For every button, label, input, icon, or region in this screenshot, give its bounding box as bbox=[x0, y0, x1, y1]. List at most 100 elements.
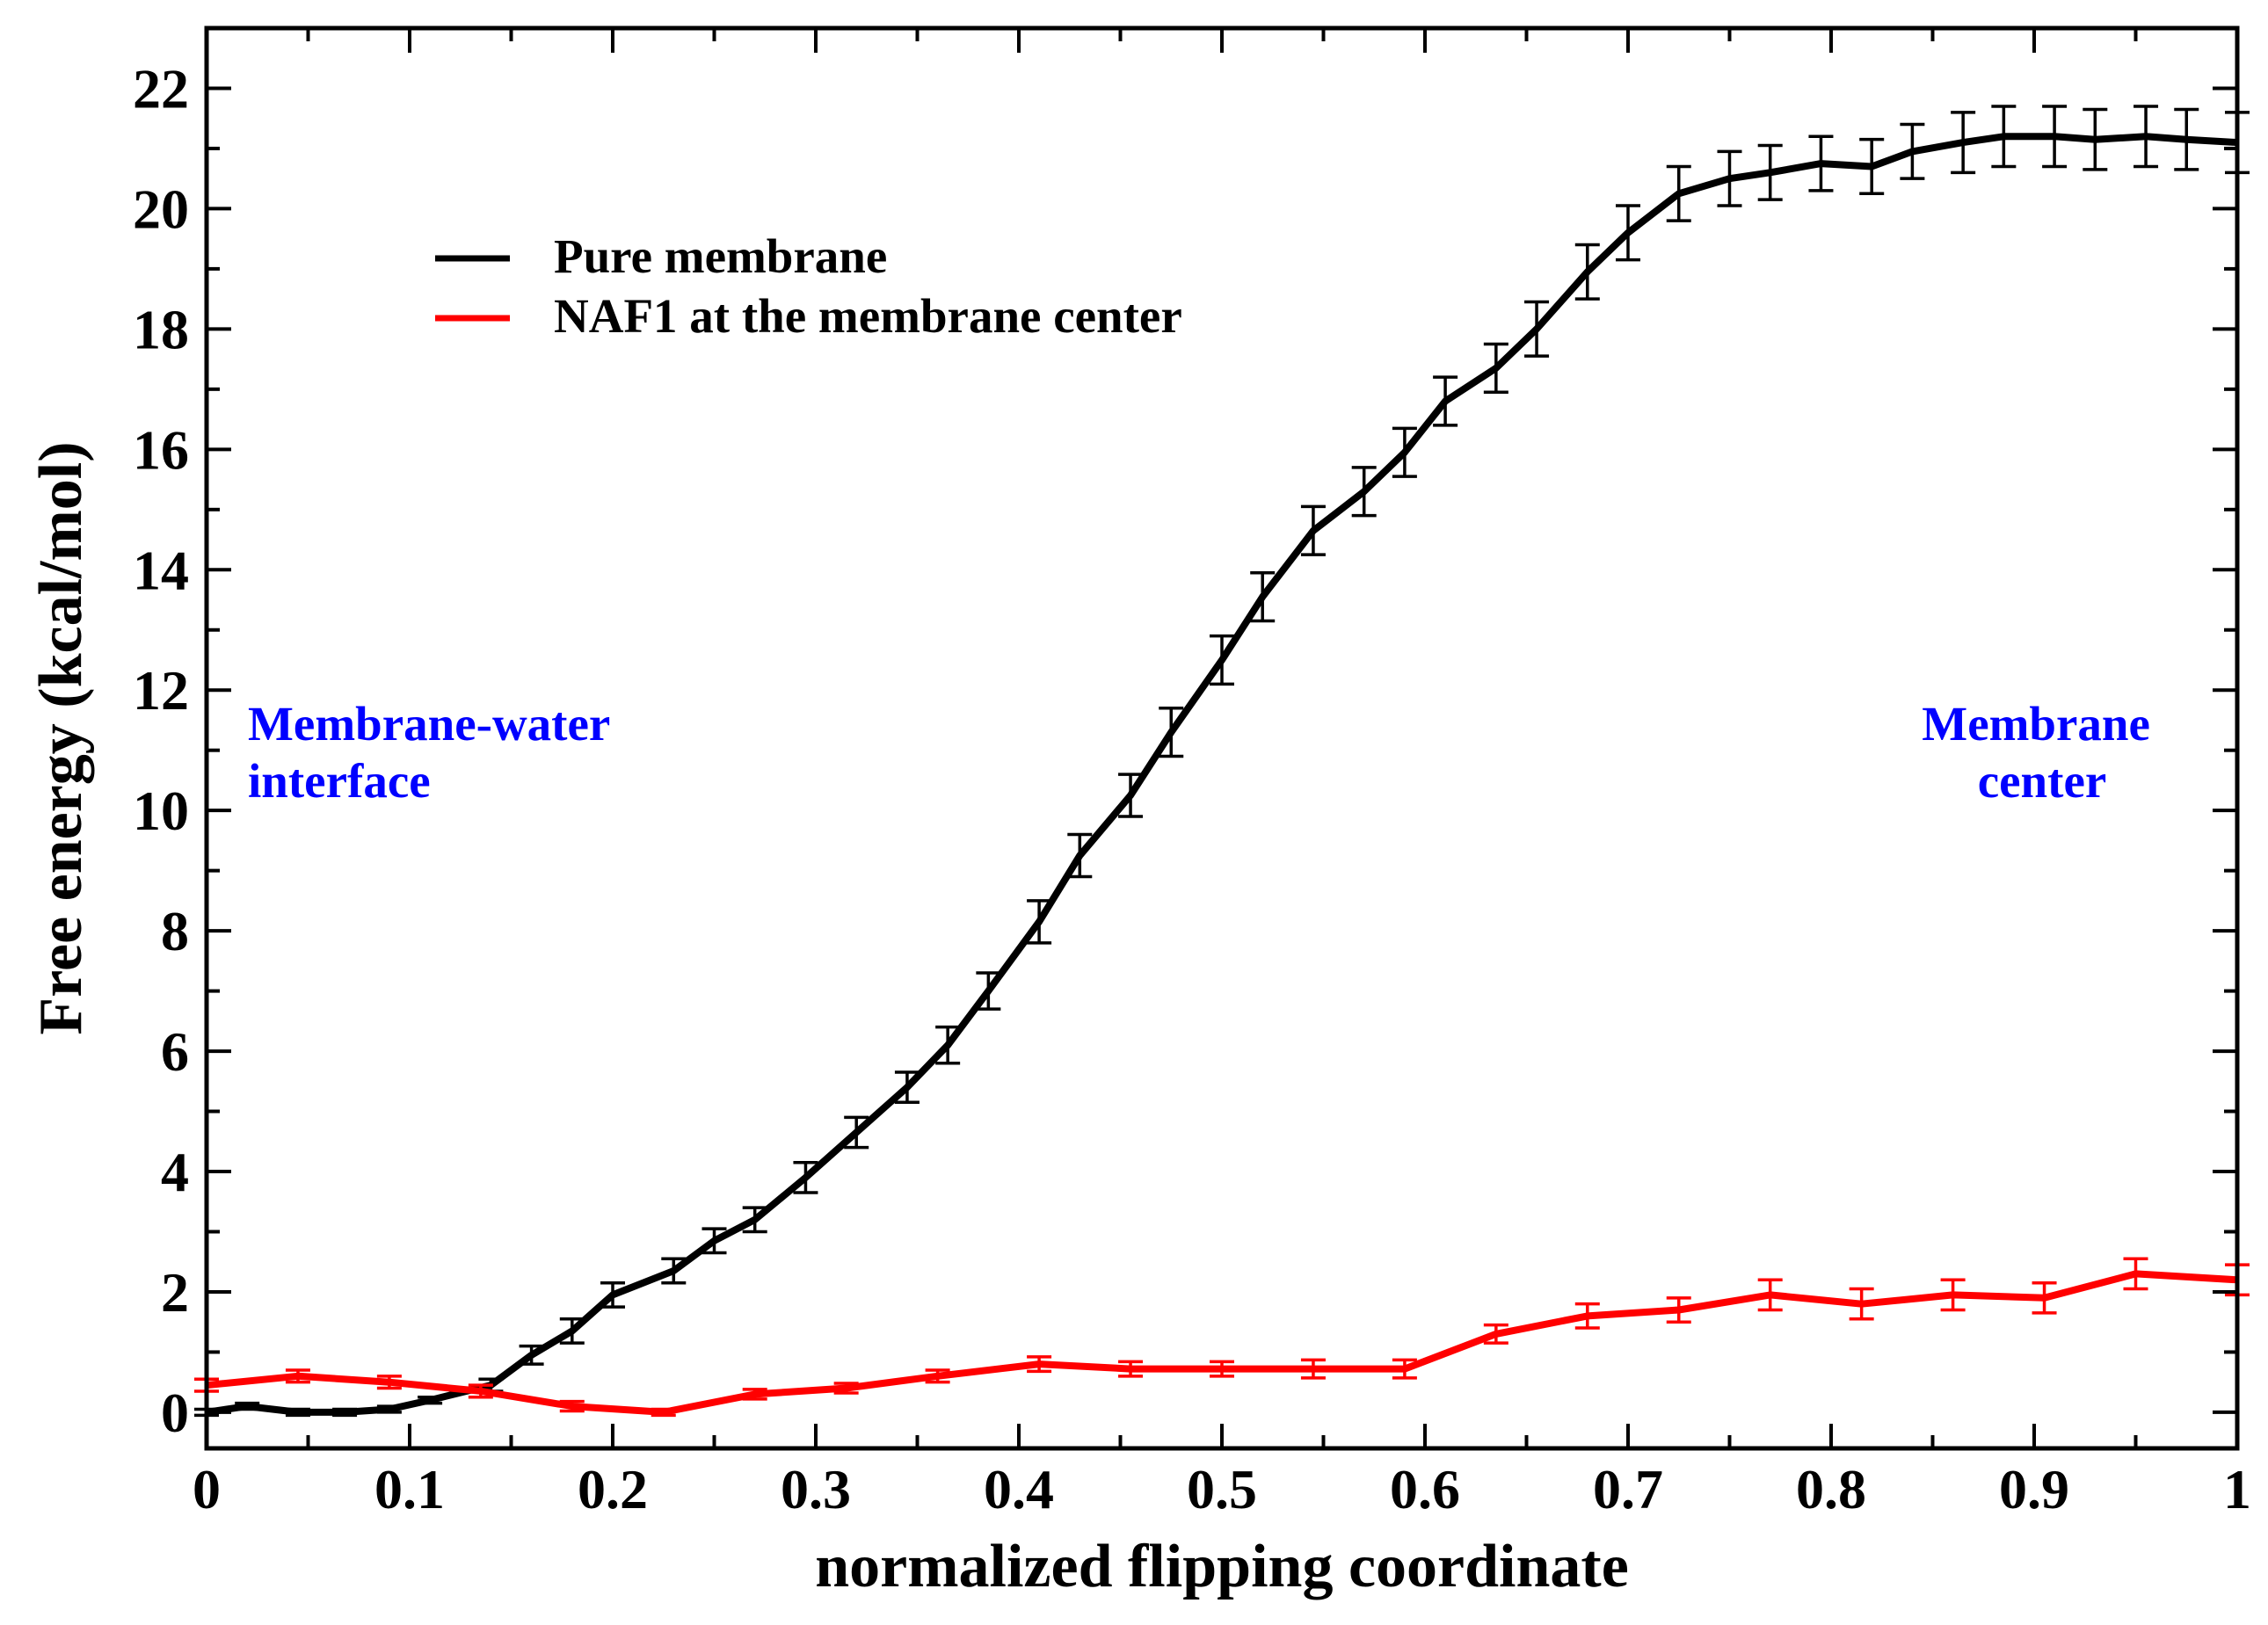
error-bar bbox=[559, 1317, 585, 1345]
series-0 bbox=[194, 105, 2250, 1418]
data-point bbox=[1312, 1367, 1314, 1370]
error-bar bbox=[1666, 164, 1691, 222]
error-bar bbox=[600, 1280, 625, 1309]
x-axis-title: normalized flipping coordinate bbox=[815, 1533, 1629, 1600]
data-point bbox=[1627, 231, 1629, 234]
y-tick-label: 22 bbox=[133, 57, 189, 120]
data-point bbox=[1221, 1367, 1223, 1370]
data-point bbox=[1261, 596, 1264, 598]
data-point bbox=[429, 1399, 432, 1402]
error-bar bbox=[701, 1227, 727, 1255]
data-point bbox=[936, 1375, 939, 1377]
x-tick-label: 0.9 bbox=[1999, 1458, 2069, 1520]
data-point bbox=[804, 1176, 807, 1179]
error-bar bbox=[1210, 634, 1234, 686]
y-tick-label: 4 bbox=[161, 1141, 189, 1203]
data-point bbox=[344, 1411, 346, 1413]
data-point bbox=[1363, 490, 1365, 493]
error-bar bbox=[235, 1401, 260, 1411]
series-line bbox=[206, 1270, 2238, 1416]
data-point bbox=[479, 1389, 482, 1392]
y-tick-label: 20 bbox=[133, 178, 189, 240]
data-point bbox=[1820, 163, 1822, 165]
x-tick-label: 0 bbox=[193, 1458, 221, 1520]
data-point bbox=[1871, 165, 1873, 168]
data-point bbox=[2145, 135, 2148, 138]
data-point bbox=[1962, 141, 1965, 144]
data-point bbox=[1403, 451, 1406, 453]
error-bar bbox=[1351, 466, 1377, 518]
error-bar bbox=[1433, 375, 1458, 427]
data-point bbox=[246, 1405, 249, 1408]
data-point bbox=[571, 1330, 573, 1332]
error-bar bbox=[332, 1407, 358, 1418]
y-tick-label: 16 bbox=[133, 418, 189, 481]
error-bar bbox=[925, 1368, 950, 1384]
y-tick-label: 18 bbox=[133, 298, 189, 360]
error-bar bbox=[1300, 1358, 1326, 1380]
error-bar bbox=[1118, 1360, 1144, 1378]
error-bar bbox=[1159, 707, 1184, 758]
data-point bbox=[1038, 920, 1041, 923]
error-bar bbox=[2134, 105, 2159, 169]
error-bar bbox=[1849, 1287, 1874, 1321]
error-bar bbox=[1951, 111, 1976, 175]
error-bar bbox=[285, 1407, 310, 1418]
data-point bbox=[612, 1294, 614, 1296]
data-point bbox=[905, 1086, 908, 1089]
x-tick-label: 0.2 bbox=[578, 1458, 648, 1520]
error-bar bbox=[559, 1399, 585, 1413]
error-bar bbox=[1616, 204, 1640, 262]
data-point bbox=[1403, 1367, 1406, 1370]
data-point bbox=[1911, 150, 1914, 153]
data-point bbox=[753, 1218, 756, 1221]
data-point bbox=[1952, 1294, 1954, 1296]
data-point bbox=[713, 1239, 716, 1242]
data-point bbox=[1677, 192, 1680, 195]
data-point bbox=[2003, 135, 2005, 138]
data-point bbox=[845, 1387, 847, 1389]
error-bar bbox=[894, 1070, 920, 1105]
error-bar bbox=[2174, 107, 2199, 171]
data-point bbox=[672, 1270, 675, 1272]
y-tick-label: 6 bbox=[161, 1020, 189, 1083]
error-bar bbox=[1118, 773, 1144, 818]
error-bar bbox=[1300, 504, 1326, 556]
error-bar bbox=[833, 1382, 859, 1395]
error-bar bbox=[1757, 1278, 1783, 1312]
error-bar bbox=[1757, 143, 1783, 201]
error-bar bbox=[1900, 122, 1925, 180]
y-tick-label: 14 bbox=[133, 539, 189, 601]
error-bar bbox=[2032, 1280, 2057, 1315]
data-point bbox=[388, 1408, 390, 1411]
error-bar bbox=[1483, 342, 1508, 395]
data-point bbox=[2054, 135, 2056, 138]
x-tick-label: 0.3 bbox=[781, 1458, 851, 1520]
error-bar bbox=[976, 971, 1001, 1011]
series-1 bbox=[194, 1257, 2250, 1418]
x-tick-label: 0.6 bbox=[1390, 1458, 1460, 1520]
x-tick-label: 0.7 bbox=[1593, 1458, 1663, 1520]
error-bar bbox=[1717, 149, 1742, 207]
legend-label-pure-membrane: Pure membrane bbox=[554, 229, 887, 283]
error-bar bbox=[1392, 426, 1417, 478]
data-point bbox=[296, 1375, 299, 1377]
error-bar bbox=[2042, 105, 2068, 169]
data-point bbox=[662, 1411, 665, 1413]
data-point bbox=[1130, 794, 1132, 797]
error-bar bbox=[468, 1383, 493, 1399]
error-bar bbox=[651, 1407, 676, 1418]
data-point bbox=[1728, 178, 1731, 180]
error-bar bbox=[1210, 1360, 1234, 1378]
data-point bbox=[1038, 1363, 1041, 1366]
error-bar bbox=[1250, 570, 1276, 623]
y-axis-title: Free energy (kcal/mol) bbox=[27, 441, 95, 1034]
x-tick-label: 0.1 bbox=[374, 1458, 445, 1520]
axes-layer: 0 0.1 0.2 0.3 0.4 0.5 0.6 0.7 0.8 0.9 102468101214… bbox=[133, 28, 2251, 1520]
error-bar bbox=[1991, 105, 2017, 169]
error-bar bbox=[376, 1404, 402, 1414]
data-point bbox=[1586, 271, 1588, 273]
data-point bbox=[1769, 1294, 1771, 1296]
error-bar bbox=[1859, 137, 1885, 196]
